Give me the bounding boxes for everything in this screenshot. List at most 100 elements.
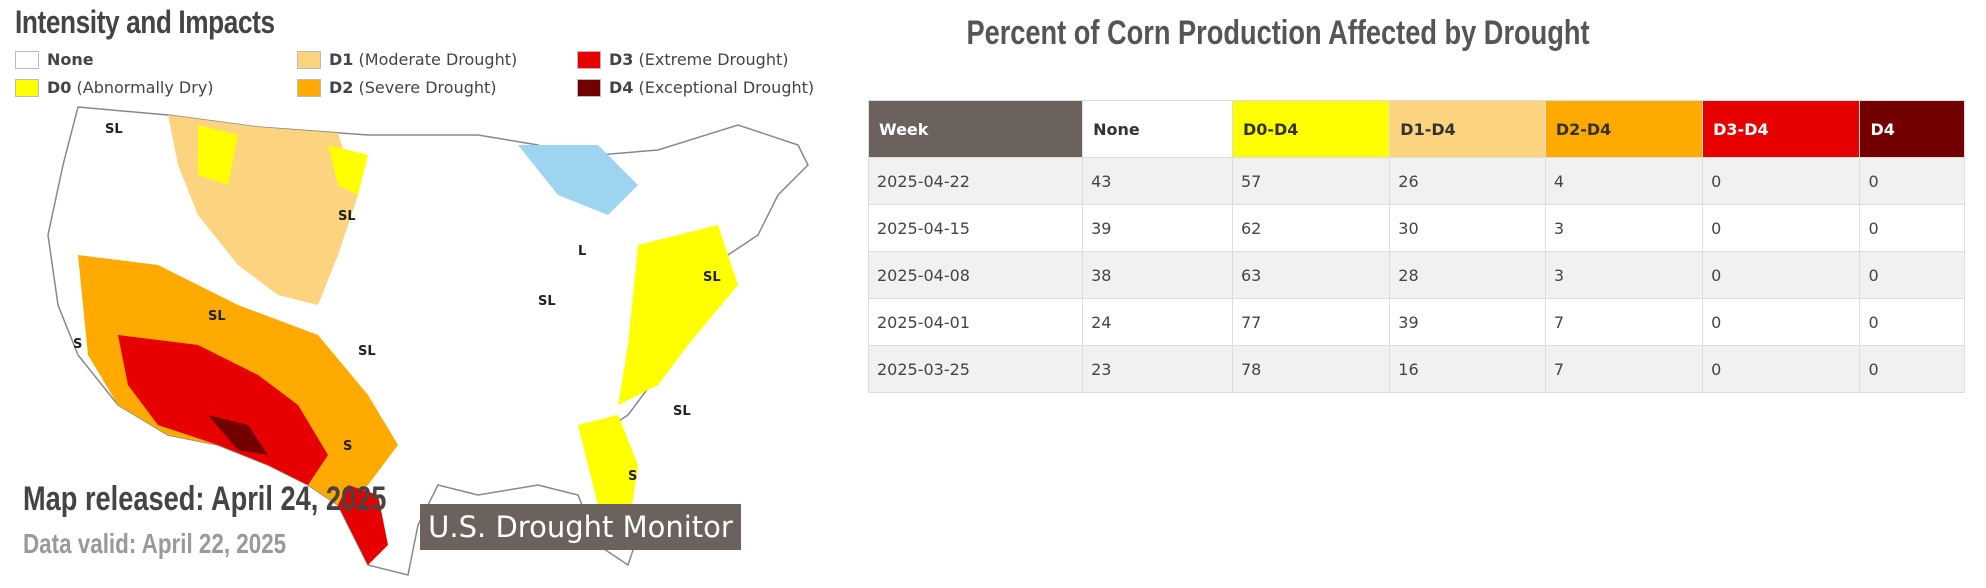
column-header: D2-D4 (1544, 100, 1704, 158)
table-cell: 62 (1231, 204, 1391, 252)
table-cell: 0 (1859, 204, 1965, 252)
table-title: Percent of Corn Production Affected by D… (966, 14, 1590, 52)
legend-swatch (15, 50, 39, 69)
legend-desc: (Extreme Drought) (638, 50, 789, 69)
map-label: SL (208, 309, 226, 324)
table-cell: 0 (1702, 345, 1861, 393)
map-label: SL (338, 209, 356, 224)
map-label: SL (673, 404, 691, 419)
table-row: 2025-04-08 38 63 28 3 0 0 (867, 251, 1965, 299)
map-label: SL (105, 122, 123, 137)
map-label: S (343, 439, 352, 454)
table-cell: 39 (1389, 298, 1546, 346)
header-row: Week None D0-D4 D1-D4 D2-D4 D3-D4 D4 (867, 100, 1965, 158)
table-cell: 2025-04-22 (867, 157, 1084, 205)
data-valid: Data valid: April 22, 2025 (23, 528, 287, 559)
table-cell: 3 (1544, 251, 1704, 299)
legend-item: D0 (Abnormally Dry) (15, 78, 214, 97)
table-cell: 23 (1082, 345, 1233, 393)
legend-code: D4 (609, 78, 634, 97)
brand-label: U.S. Drought Monitor (420, 504, 741, 550)
table-cell: 0 (1702, 298, 1861, 346)
d3-area (118, 335, 328, 485)
column-header: D1-D4 (1389, 100, 1546, 158)
legend-desc: (Severe Drought) (358, 78, 497, 97)
legend-swatch (297, 50, 321, 69)
d3-area (338, 485, 388, 565)
table-cell: 78 (1231, 345, 1391, 393)
map-label: S (73, 337, 82, 352)
map-label: SL (538, 294, 556, 309)
legend-label: D4 (Exceptional Drought) (609, 78, 814, 97)
legend-item: D3 (Extreme Drought) (577, 50, 788, 69)
legend-swatch (15, 78, 39, 97)
table-cell: 38 (1082, 251, 1233, 299)
table-cell: 57 (1231, 157, 1391, 205)
map-label: SL (358, 344, 376, 359)
legend-label: None (47, 50, 94, 69)
table-cell: 0 (1859, 298, 1965, 346)
map-released: Map released: April 24, 2025 (23, 480, 387, 518)
legend-swatch (577, 50, 601, 69)
table-cell: 24 (1082, 298, 1233, 346)
table-cell: 7 (1544, 298, 1704, 346)
table-cell: 26 (1389, 157, 1546, 205)
legend-item: None (15, 50, 94, 69)
legend-code: D0 (47, 78, 72, 97)
table-cell: 77 (1231, 298, 1391, 346)
table-cell: 2025-04-01 (867, 298, 1084, 346)
legend-swatch (297, 78, 321, 97)
column-header: D0-D4 (1231, 100, 1391, 158)
table-row: 2025-04-01 24 77 39 7 0 0 (867, 298, 1965, 346)
table-cell: 39 (1082, 204, 1233, 252)
table-cell: 16 (1389, 345, 1546, 393)
map-label: L (578, 244, 586, 259)
table-cell: 30 (1389, 204, 1546, 252)
legend-item: D4 (Exceptional Drought) (577, 78, 814, 97)
legend-desc: (Exceptional Drought) (638, 78, 815, 97)
map-labels: SL SL SL SL S L SL SL S SL S (73, 122, 721, 484)
d0-area (198, 125, 368, 195)
table-cell: 43 (1082, 157, 1233, 205)
legend-swatch (577, 78, 601, 97)
table-cell: 2025-04-08 (867, 251, 1084, 299)
column-header: Week (867, 100, 1084, 158)
legend-label: D3 (Extreme Drought) (609, 50, 788, 69)
table-cell: 63 (1231, 251, 1391, 299)
table-cell: 2025-03-25 (867, 345, 1084, 393)
legend-desc: (Abnormally Dry) (76, 78, 214, 97)
legend-code: D3 (609, 50, 634, 69)
table-cell: 3 (1544, 204, 1704, 252)
table: Week None D0-D4 D1-D4 D2-D4 D3-D4 D4 2025-04-22… (867, 100, 1965, 393)
table-cell: 0 (1859, 157, 1965, 205)
table-cell: 4 (1544, 157, 1704, 205)
column-header: None (1082, 100, 1233, 158)
d0-area (618, 225, 738, 405)
table-cell: 0 (1702, 157, 1861, 205)
column-header: D3-D4 (1702, 100, 1861, 158)
d4-area (208, 415, 268, 455)
table-row: 2025-03-25 23 78 16 7 0 0 (867, 345, 1965, 393)
map-label: SL (703, 270, 721, 285)
legend-code: D1 (329, 50, 354, 69)
table-row: 2025-04-22 43 57 26 4 0 0 (867, 157, 1965, 205)
legend-label: D2 (Severe Drought) (329, 78, 497, 97)
table-cell: 0 (1702, 251, 1861, 299)
great-lakes (518, 145, 638, 215)
legend-code: None (47, 50, 94, 69)
column-header: D4 (1859, 100, 1965, 158)
table-cell: 7 (1544, 345, 1704, 393)
table-cell: 0 (1859, 345, 1965, 393)
legend-label: D1 (Moderate Drought) (329, 50, 517, 69)
table-cell: 28 (1389, 251, 1546, 299)
legend-item: D2 (Severe Drought) (297, 78, 497, 97)
table-cell: 0 (1859, 251, 1965, 299)
table-cell: 2025-04-15 (867, 204, 1084, 252)
map-label: S (628, 469, 637, 484)
legend-title: Intensity and Impacts (15, 4, 275, 40)
legend-code: D2 (329, 78, 354, 97)
table-cell: 0 (1702, 204, 1861, 252)
legend-desc: (Moderate Drought) (358, 50, 518, 69)
legend-label: D0 (Abnormally Dry) (47, 78, 214, 97)
